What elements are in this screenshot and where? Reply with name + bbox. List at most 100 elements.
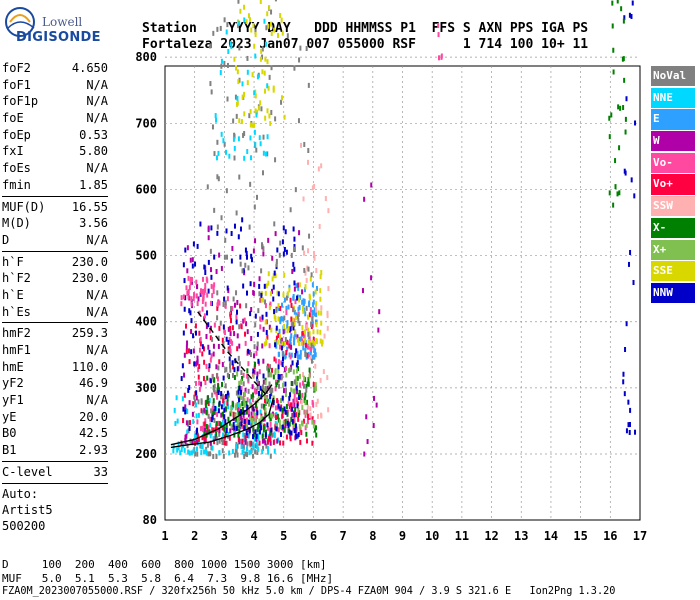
echo-point — [268, 381, 271, 387]
echo-point — [311, 440, 314, 446]
param-name: h`F2 — [2, 271, 31, 286]
echo-point — [235, 210, 238, 216]
echo-point — [258, 276, 261, 282]
echo-point — [245, 417, 248, 423]
echo-point — [185, 420, 188, 426]
echo-point — [254, 403, 257, 409]
echo-point — [293, 428, 296, 434]
echo-point — [247, 361, 250, 367]
echo-point — [190, 279, 193, 285]
echo-point — [315, 432, 318, 438]
echo-point — [284, 337, 287, 343]
echo-point — [221, 422, 224, 428]
echo-point — [256, 331, 259, 337]
echo-point — [216, 174, 219, 180]
echo-point — [211, 374, 214, 380]
echo-point — [205, 323, 208, 329]
echo-point — [259, 422, 262, 428]
echo-point — [200, 398, 203, 404]
echo-point — [269, 416, 272, 422]
echo-point — [282, 251, 285, 257]
echo-point — [217, 343, 220, 349]
echo-point — [235, 290, 238, 296]
echo-point — [268, 305, 271, 311]
echo-point — [363, 196, 366, 202]
echo-point — [287, 368, 290, 374]
echo-point — [277, 417, 280, 423]
echo-point — [188, 359, 191, 365]
echo-point — [190, 318, 193, 324]
echo-point — [298, 57, 301, 63]
echo-point — [327, 208, 330, 214]
echo-point — [300, 340, 303, 346]
echo-point — [216, 224, 219, 230]
echo-point — [272, 284, 275, 290]
echo-point — [292, 317, 295, 323]
echo-point — [203, 313, 206, 319]
echo-point — [267, 271, 270, 277]
echo-point — [236, 95, 239, 101]
echo-point — [437, 32, 440, 38]
param-name: foF1 — [2, 77, 31, 92]
echo-point — [277, 333, 280, 339]
echo-point — [184, 247, 187, 253]
echo-point — [255, 436, 258, 442]
echo-point — [295, 433, 298, 439]
echo-point — [210, 274, 213, 280]
echo-point — [233, 56, 236, 62]
echo-point — [238, 118, 241, 124]
echo-point — [292, 325, 295, 331]
echo-point — [304, 342, 307, 348]
echo-point — [205, 333, 208, 339]
echo-point — [264, 380, 267, 386]
echo-point — [314, 348, 317, 354]
echo-point — [228, 356, 231, 362]
echo-point — [221, 362, 224, 368]
echo-point — [233, 132, 236, 138]
param-value: 5.80 — [79, 144, 108, 159]
echo-point — [291, 360, 294, 366]
echo-point — [246, 368, 249, 374]
echo-point — [208, 349, 211, 355]
echo-point — [293, 416, 296, 422]
echo-point — [226, 62, 229, 68]
echo-point — [221, 425, 224, 431]
echo-point — [217, 150, 220, 156]
echo-point — [274, 231, 277, 237]
echo-point — [217, 408, 220, 414]
echo-point — [258, 135, 261, 141]
echo-point — [248, 349, 251, 355]
y-tick-label: 700 — [135, 116, 157, 130]
echo-point — [227, 416, 230, 422]
echo-point — [306, 419, 309, 425]
echo-point — [197, 399, 200, 405]
echo-point — [293, 392, 296, 398]
echo-point — [315, 322, 318, 328]
autoscaling-text: 500200 — [2, 518, 46, 533]
echo-point — [272, 273, 275, 279]
echo-point — [268, 436, 271, 442]
echo-point — [242, 132, 245, 138]
echo-point — [261, 433, 264, 439]
echo-point — [228, 373, 231, 379]
legend-item: W — [651, 131, 695, 152]
echo-point — [203, 359, 206, 365]
echo-point — [243, 111, 246, 117]
echo-point — [259, 0, 262, 4]
echo-point — [286, 320, 289, 326]
echo-point — [258, 283, 261, 289]
echo-point — [295, 426, 298, 432]
echo-point — [236, 309, 239, 315]
echo-point — [203, 439, 206, 445]
echo-point — [182, 294, 185, 300]
x-tick-label: 14 — [544, 529, 558, 543]
echo-point — [222, 324, 225, 330]
echo-point — [290, 387, 293, 393]
echo-point — [268, 113, 271, 119]
echo-point — [326, 310, 329, 316]
echo-point — [237, 79, 240, 85]
echo-point — [275, 325, 278, 331]
echo-point — [264, 440, 267, 446]
echo-point — [293, 286, 296, 292]
echo-point — [234, 413, 237, 419]
